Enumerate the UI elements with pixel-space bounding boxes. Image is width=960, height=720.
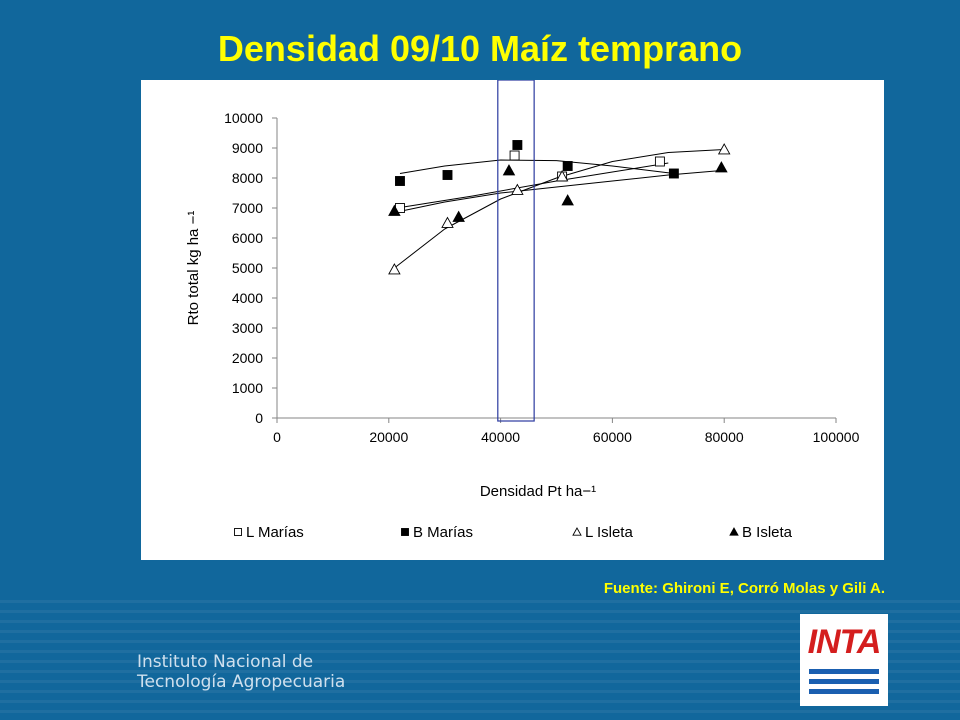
density-highlight-box bbox=[497, 80, 535, 422]
chart-panel: 0 20000 40000 60000 80000 100000 0 1000 2000 3000… bbox=[141, 80, 884, 560]
slide-title: Densidad 09/10 Maíz temprano bbox=[217, 28, 743, 69]
y-axis-label: Rto total kg ha −¹ bbox=[185, 211, 202, 326]
data-point bbox=[509, 150, 520, 161]
background-stripes bbox=[0, 596, 960, 720]
trend-line bbox=[394, 149, 725, 269]
institute-name-line1: Instituto Nacional de bbox=[137, 652, 314, 672]
y-tick-label: 1000 bbox=[232, 380, 263, 396]
source-citation: Fuente: Ghironi E, Corró Molas y Gili A. bbox=[603, 580, 885, 597]
inta-logo-text: INTA bbox=[807, 623, 882, 661]
scatter-chart: 0 20000 40000 60000 80000 100000 0 1000 2000 3000… bbox=[141, 80, 884, 560]
legend-label: L Isleta bbox=[585, 524, 633, 541]
legend-label: L Marías bbox=[246, 524, 304, 541]
legend: L Marías B Marías L Isleta B Isleta bbox=[234, 524, 793, 541]
legend-marker bbox=[234, 528, 242, 536]
data-point bbox=[388, 204, 401, 216]
logo-stripe bbox=[809, 689, 879, 694]
institute-name-line2: Tecnología Agropecuaria bbox=[137, 672, 346, 692]
data-points bbox=[388, 140, 731, 275]
legend-marker bbox=[401, 528, 409, 536]
legend-marker bbox=[729, 527, 739, 536]
y-tick-label: 7000 bbox=[232, 200, 263, 216]
y-tick-label: 9000 bbox=[232, 140, 263, 156]
logo-stripe bbox=[809, 679, 879, 684]
y-tick-label: 0 bbox=[255, 410, 263, 426]
axes bbox=[272, 117, 837, 423]
data-point bbox=[502, 164, 516, 176]
data-point bbox=[654, 156, 665, 167]
institute-name: Instituto Nacional de Tecnología Agropec… bbox=[137, 652, 345, 692]
y-tick-label: 5000 bbox=[232, 260, 263, 276]
data-point bbox=[395, 176, 405, 186]
x-tick-label: 80000 bbox=[705, 429, 744, 445]
data-point bbox=[442, 170, 453, 180]
data-point bbox=[441, 216, 454, 228]
data-point bbox=[715, 161, 728, 173]
data-point bbox=[562, 161, 573, 171]
x-tick-label: 60000 bbox=[593, 429, 632, 445]
y-tick-label: 4000 bbox=[232, 290, 263, 306]
tick-labels: 0 20000 40000 60000 80000 100000 0 1000 2000 3000… bbox=[224, 110, 860, 445]
data-point bbox=[561, 194, 574, 206]
data-point bbox=[668, 168, 679, 179]
x-tick-label: 100000 bbox=[813, 429, 860, 445]
y-tick-label: 2000 bbox=[232, 350, 263, 366]
legend-marker bbox=[572, 527, 582, 536]
trend-line bbox=[394, 170, 722, 213]
data-point bbox=[512, 140, 523, 150]
trend-line bbox=[399, 159, 674, 174]
x-axis-label: Densidad Pt ha−¹ bbox=[480, 483, 596, 500]
data-point bbox=[452, 210, 465, 222]
data-point bbox=[555, 170, 569, 182]
y-tick-label: 8000 bbox=[232, 170, 263, 186]
inta-logo: INTA bbox=[800, 614, 888, 706]
data-point bbox=[511, 183, 524, 195]
x-tick-label: 20000 bbox=[369, 429, 408, 445]
logo-stripe bbox=[809, 669, 879, 674]
legend-label: B Marías bbox=[413, 524, 473, 541]
data-point bbox=[717, 143, 731, 155]
x-tick-label: 40000 bbox=[481, 429, 520, 445]
x-tick-label: 0 bbox=[273, 429, 281, 445]
trend-lines bbox=[394, 149, 725, 269]
data-point bbox=[388, 263, 401, 275]
legend-label: B Isleta bbox=[742, 524, 793, 541]
y-tick-label: 6000 bbox=[232, 230, 263, 246]
y-tick-label: 10000 bbox=[224, 110, 263, 126]
y-tick-label: 3000 bbox=[232, 320, 263, 336]
